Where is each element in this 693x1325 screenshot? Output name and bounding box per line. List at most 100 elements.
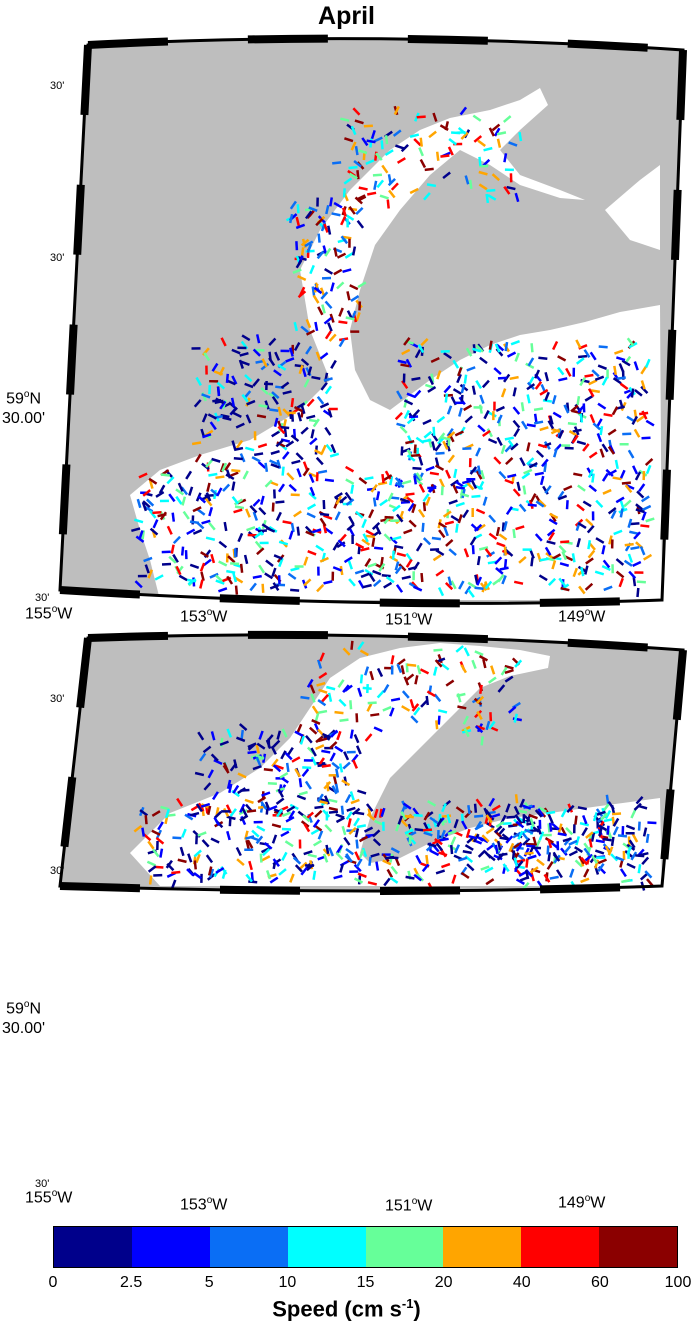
current-vector — [587, 388, 595, 398]
current-vector — [483, 410, 490, 420]
current-vector — [317, 659, 323, 669]
current-vector — [544, 546, 552, 556]
current-vector — [546, 845, 550, 855]
current-vector — [327, 225, 332, 235]
current-vector — [245, 835, 255, 840]
current-vector — [328, 798, 338, 804]
current-vector — [206, 482, 211, 493]
current-vector — [396, 390, 403, 400]
current-vector — [171, 512, 176, 522]
current-vector — [256, 547, 265, 556]
current-vector — [543, 807, 551, 817]
current-vector — [258, 564, 266, 574]
current-vector — [602, 488, 612, 495]
current-vector — [537, 806, 547, 813]
current-vector — [370, 852, 380, 858]
current-vector — [441, 862, 451, 869]
current-vector — [394, 565, 403, 575]
current-vector — [276, 730, 282, 740]
current-vector — [640, 385, 649, 394]
current-vector — [338, 763, 344, 773]
current-vector — [148, 875, 153, 885]
current-vector — [324, 824, 333, 833]
current-vector — [546, 528, 556, 537]
current-vector — [340, 117, 350, 122]
current-vector — [405, 673, 415, 682]
current-vector — [318, 671, 328, 680]
current-vector — [295, 241, 299, 251]
current-vector — [416, 665, 422, 675]
current-vector — [397, 658, 406, 666]
current-vector — [607, 801, 615, 810]
current-vector — [505, 803, 511, 813]
current-vector — [582, 500, 592, 508]
current-vector — [312, 839, 322, 847]
current-vector — [640, 365, 648, 375]
current-vector — [566, 804, 575, 814]
current-vector — [368, 573, 376, 583]
current-vector — [581, 815, 588, 825]
current-vector — [435, 569, 445, 577]
current-vector — [597, 402, 607, 410]
current-vector — [482, 429, 491, 438]
current-vector — [361, 137, 369, 147]
map-border-ticks — [87, 34, 684, 54]
current-vector — [199, 562, 206, 572]
current-vector — [450, 515, 460, 522]
current-vector — [576, 538, 581, 548]
current-vector — [443, 526, 449, 537]
current-vector — [237, 772, 247, 779]
current-vector — [324, 330, 332, 340]
current-vector — [538, 831, 545, 841]
current-vector — [367, 701, 377, 705]
current-vector — [157, 821, 164, 831]
current-vector — [203, 558, 212, 567]
current-vector — [549, 512, 559, 519]
current-vector — [178, 574, 188, 582]
current-vector — [446, 814, 452, 824]
current-vector — [292, 856, 302, 865]
current-vector — [142, 833, 152, 842]
current-vector — [395, 513, 404, 523]
current-vector — [427, 375, 435, 386]
current-vector — [316, 681, 326, 687]
current-vector — [505, 506, 513, 515]
current-vector — [478, 655, 489, 662]
current-vector — [324, 268, 334, 275]
colorbar-tick-label: 100 — [664, 1274, 692, 1291]
lat-minor-label: 30' — [50, 80, 65, 92]
current-vector — [594, 859, 600, 869]
current-vector — [319, 517, 327, 527]
current-vector — [239, 803, 246, 813]
current-vector — [457, 367, 463, 377]
current-vector — [475, 508, 486, 515]
current-vector — [405, 495, 414, 504]
current-vector — [528, 461, 538, 469]
current-vector — [301, 814, 311, 823]
current-vector — [488, 127, 495, 137]
current-vector — [490, 813, 501, 819]
current-vector — [485, 720, 491, 731]
current-vector — [447, 576, 453, 586]
current-vector — [517, 830, 524, 840]
current-vector — [336, 541, 346, 549]
current-vector — [394, 544, 404, 550]
current-vector — [607, 445, 616, 455]
current-vector — [629, 530, 639, 535]
current-vector — [317, 233, 321, 243]
current-vector — [166, 525, 173, 535]
current-vector — [289, 409, 293, 420]
current-vector — [583, 842, 591, 852]
current-vector — [503, 185, 511, 195]
current-vector — [353, 877, 364, 884]
current-vector — [460, 664, 468, 674]
current-vector — [429, 816, 439, 824]
current-vector — [503, 521, 508, 531]
current-vector — [252, 511, 259, 521]
current-vector — [607, 507, 617, 515]
current-vector — [425, 496, 431, 506]
current-vector — [431, 536, 441, 541]
current-vector — [278, 540, 289, 546]
current-vector — [405, 663, 409, 673]
current-vector — [286, 805, 296, 813]
